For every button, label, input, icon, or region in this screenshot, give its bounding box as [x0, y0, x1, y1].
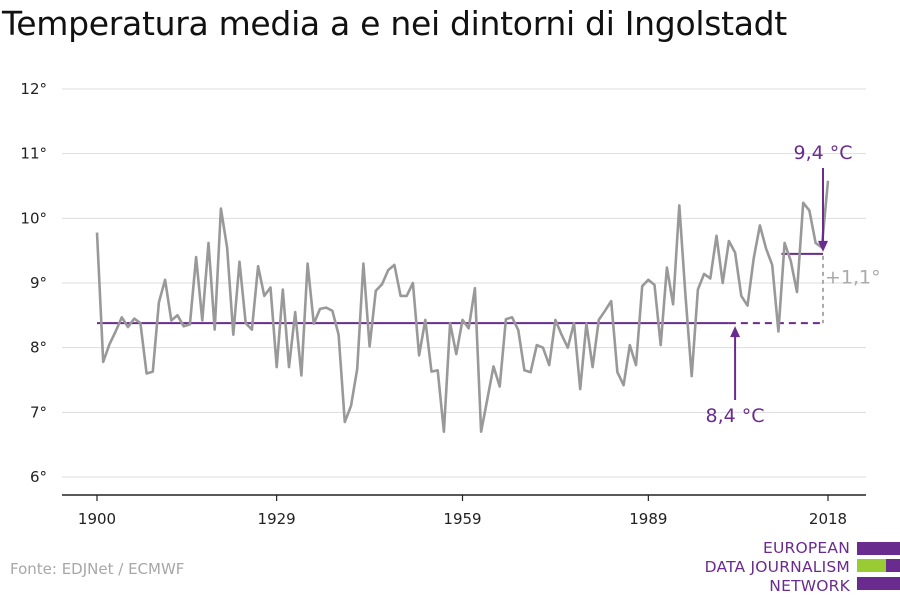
logo-text: EUROPEAN DATA JOURNALISM NETWORK: [705, 539, 850, 596]
logo-bar-green: [857, 559, 886, 572]
difference-label: +1,1°: [825, 266, 881, 288]
y-tick-label: 10°: [20, 209, 47, 227]
y-tick-label: 8°: [30, 339, 47, 357]
logo-line-1: EUROPEAN: [762, 539, 850, 557]
logo-bar-bottom: [857, 577, 900, 590]
baseline-mean-label: 8,4 °C: [706, 405, 765, 427]
logo-line-2: DATA JOURNALISM: [704, 558, 850, 576]
recent-arrow-head: [818, 240, 828, 252]
x-tick-label: 1989: [629, 510, 667, 528]
edjnet-logo[interactable]: EUROPEAN DATA JOURNALISM NETWORK: [700, 539, 900, 595]
logo-bar-top: [857, 542, 900, 555]
x-axis: 1900 1929 1959 1989 2018: [62, 494, 866, 528]
y-tick-label: 6°: [30, 468, 47, 486]
recent-mean-label: 9,4 °C: [793, 142, 852, 164]
series-layer: [95, 180, 830, 434]
chart-title: Temperatura media a e nei dintorni di In…: [2, 4, 787, 43]
y-tick-label: 7°: [30, 403, 47, 421]
x-tick-label: 1929: [258, 510, 296, 528]
grid-lines: [62, 88, 866, 478]
y-tick-label: 12°: [20, 80, 47, 98]
y-tick-label: 9°: [30, 274, 47, 292]
y-axis-ticks: 6° 7° 8° 9° 10° 11° 12°: [20, 80, 47, 486]
source-note: Fonte: EDJNet / ECMWF: [10, 560, 185, 578]
annotations: 8,4 °C 9,4 °C +1,1°: [706, 142, 881, 427]
temperature-series-line: [95, 180, 830, 434]
x-tick-label: 1900: [78, 510, 116, 528]
x-tick-label: 1959: [443, 510, 481, 528]
y-tick-label: 11°: [20, 145, 47, 163]
baseline-arrow-head: [730, 326, 741, 338]
logo-bar-purple-small: [886, 559, 900, 572]
x-tick-label: 2018: [809, 510, 847, 528]
logo-line-3: NETWORK: [769, 577, 850, 595]
